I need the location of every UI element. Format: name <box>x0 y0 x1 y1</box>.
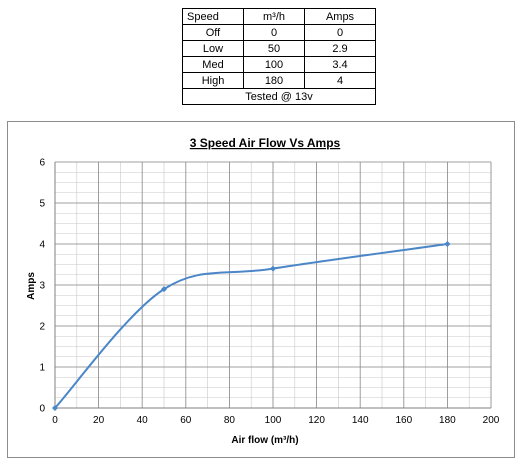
cell-speed: High <box>182 72 244 89</box>
data-point-marker <box>444 241 451 247</box>
speed-table: Speed m³/h Amps Off 0 0 Low 50 2.9 Med 1… <box>182 8 376 105</box>
series-line <box>54 243 448 409</box>
y-tick-label: 0 <box>39 404 45 415</box>
x-tick-label: 180 <box>439 415 456 426</box>
chart-frame: 3 Speed Air Flow Vs Amps 0 20 40 60 80 100 120… <box>7 121 515 458</box>
y-tick-label: 6 <box>39 158 45 169</box>
table-row: Low 50 2.9 <box>182 40 376 57</box>
data-point-marker <box>52 405 58 411</box>
x-tick-label: 80 <box>224 415 236 426</box>
axes <box>54 162 491 409</box>
table-footer: Tested @ 13v <box>182 88 376 105</box>
y-tick-label: 2 <box>39 322 45 333</box>
tick-labels: 0 20 40 60 80 100 120 140 160 180 200 0 1 2 3 4 5 6 <box>39 158 499 427</box>
x-axis-label: Air flow (m³/h) <box>231 435 298 446</box>
header-amps: Amps <box>304 8 376 25</box>
cell-amps: 4 <box>304 72 376 89</box>
table-row: Med 100 3.4 <box>182 56 376 73</box>
line-chart: 3 Speed Air Flow Vs Amps 0 20 40 60 80 100 120… <box>26 136 500 446</box>
y-axis-label: Amps <box>26 272 37 300</box>
cell-speed: Med <box>182 56 244 73</box>
x-tick-label: 200 <box>483 415 500 426</box>
x-tick-label: 20 <box>93 415 105 426</box>
x-tick-label: 0 <box>52 415 58 426</box>
cell-speed: Low <box>182 40 244 57</box>
x-tick-label: 160 <box>395 415 412 426</box>
cell-speed: Off <box>182 24 244 41</box>
table-row: High 180 4 <box>182 72 376 89</box>
series-group <box>52 241 451 411</box>
chart-title: 3 Speed Air Flow Vs Amps <box>190 136 341 150</box>
cell-airflow: 50 <box>243 40 305 57</box>
cell-amps: 0 <box>304 24 376 41</box>
x-tick-label: 140 <box>352 415 369 426</box>
x-tick-label: 60 <box>180 415 192 426</box>
cell-amps: 2.9 <box>304 40 376 57</box>
y-tick-label: 3 <box>39 281 45 292</box>
cell-airflow: 0 <box>243 24 305 41</box>
table-footer-row: Tested @ 13v <box>182 88 376 105</box>
y-tick-label: 5 <box>39 199 45 210</box>
x-tick-label: 40 <box>137 415 149 426</box>
y-tick-label: 1 <box>39 363 45 374</box>
cell-airflow: 180 <box>243 72 305 89</box>
table-header-row: Speed m³/h Amps <box>182 8 376 25</box>
table-row: Off 0 0 <box>182 24 376 41</box>
x-tick-label: 100 <box>265 415 282 426</box>
header-airflow: m³/h <box>243 8 305 25</box>
x-tick-label: 120 <box>308 415 325 426</box>
cell-airflow: 100 <box>243 56 305 73</box>
cell-amps: 3.4 <box>304 56 376 73</box>
data-point-marker <box>161 286 167 293</box>
data-point-marker <box>270 265 276 272</box>
y-tick-label: 4 <box>39 240 45 251</box>
header-speed: Speed <box>182 8 244 25</box>
